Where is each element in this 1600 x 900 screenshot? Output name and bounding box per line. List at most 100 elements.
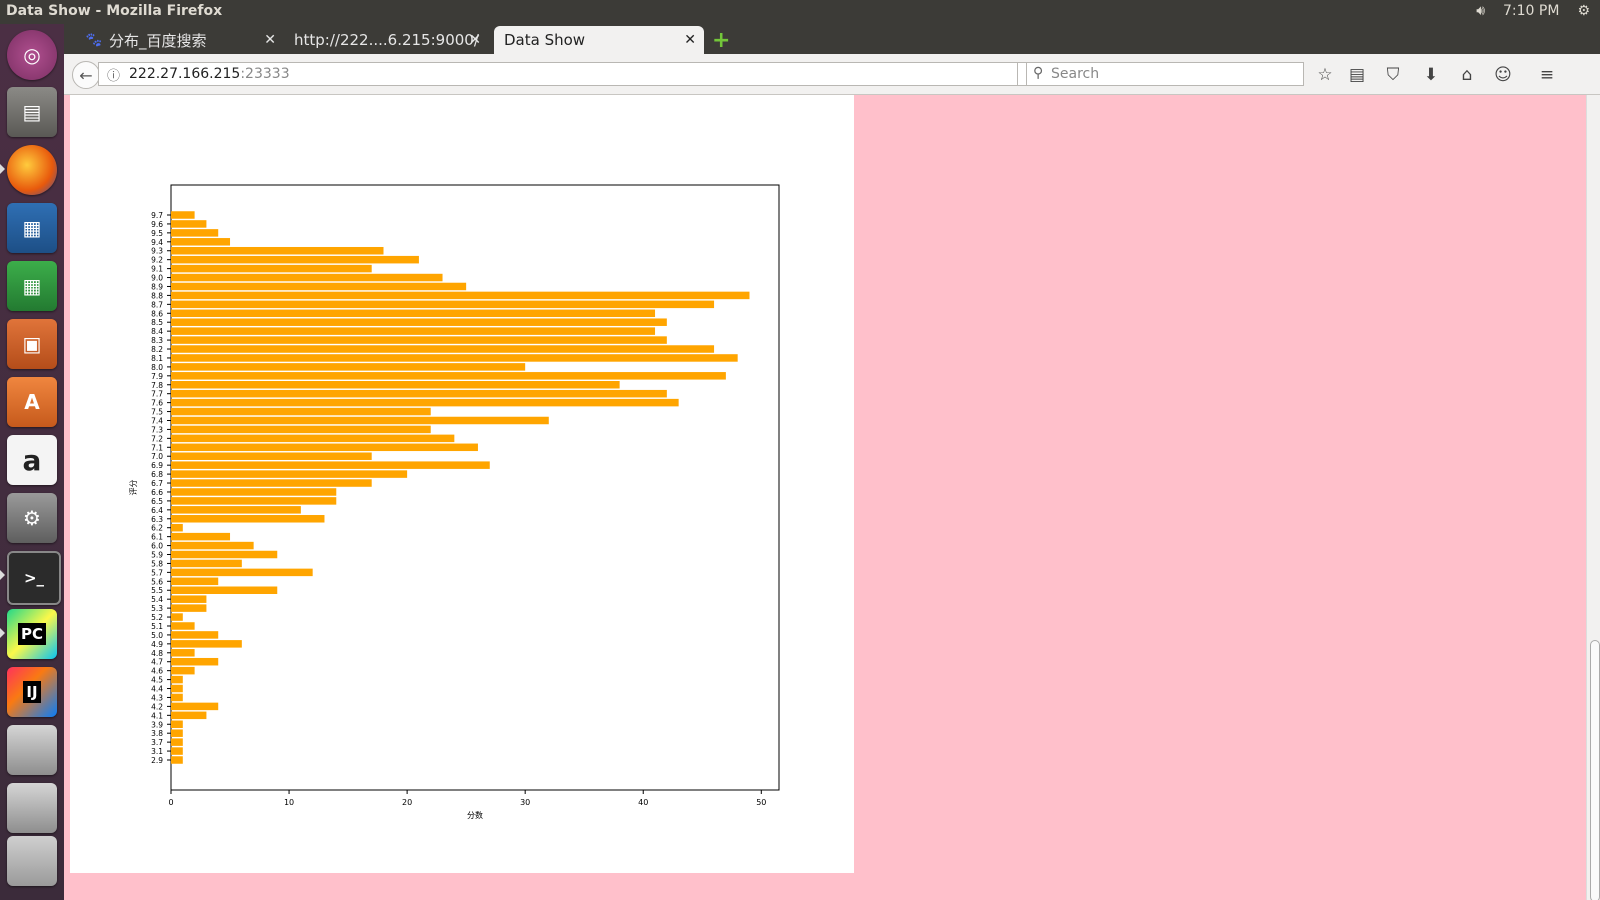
bar-chart: 2.93.13.73.83.94.14.24.34.44.54.64.74.84…: [129, 184, 780, 820]
system-settings-icon[interactable]: ⚙: [7, 493, 57, 543]
volume-icon[interactable]: 🔊︎: [1476, 3, 1486, 19]
y-tick-label: 8.8: [151, 291, 163, 300]
x-tick-label: 10: [284, 798, 294, 807]
trash-icon[interactable]: [7, 836, 57, 886]
y-tick-label: 7.6: [151, 399, 163, 408]
y-tick-label: 8.1: [151, 354, 163, 363]
y-tick-label: 6.6: [151, 488, 163, 497]
software-center-icon[interactable]: A: [7, 377, 57, 427]
window-title: Data Show - Mozilla Firefox: [6, 3, 223, 19]
y-tick-label: 8.2: [151, 345, 163, 354]
y-tick-label: 4.1: [151, 711, 163, 720]
chart-bar: [171, 532, 231, 541]
y-tick-label: 4.2: [151, 702, 163, 711]
y-tick-label: 6.3: [151, 515, 163, 524]
clock[interactable]: 7:10 PM: [1503, 3, 1560, 19]
chart-bar: [171, 738, 183, 746]
y-tick-label: 7.2: [151, 434, 163, 443]
pycharm-icon[interactable]: PC: [7, 609, 57, 659]
y-tick-label: 8.7: [151, 300, 163, 309]
amazon-icon[interactable]: a: [7, 435, 57, 485]
chart-bar: [171, 604, 207, 612]
chart-bar: [171, 246, 384, 255]
chart-bar: [171, 666, 195, 675]
menu-icon[interactable]: ≡: [1539, 65, 1555, 85]
bookmark-star-icon[interactable]: ☆: [1317, 65, 1333, 85]
x-tick-label: 40: [638, 798, 648, 807]
chart-bar: [171, 211, 195, 219]
chart-bar: [171, 327, 656, 335]
scrollbar-thumb[interactable]: [1590, 640, 1600, 900]
close-tab-icon[interactable]: ✕: [264, 32, 276, 48]
y-tick-label: 8.9: [151, 282, 163, 291]
x-tick-label: 50: [756, 798, 766, 807]
y-tick-label: 8.4: [151, 327, 163, 336]
pocket-icon[interactable]: ⛉: [1386, 65, 1400, 85]
firefox-icon[interactable]: [7, 145, 57, 195]
y-tick-label: 5.5: [151, 586, 163, 595]
chart-bar: [171, 506, 301, 514]
running-indicator: [0, 164, 5, 174]
info-icon[interactable]: ⓘ: [107, 69, 121, 84]
chart-bar: [171, 461, 490, 469]
y-tick-label: 9.7: [151, 211, 163, 220]
tab-label: 分布_百度搜索: [109, 31, 207, 50]
scrollbar[interactable]: [1586, 95, 1600, 900]
chart-bar: [171, 416, 549, 425]
search-input[interactable]: ⚲ Search: [1026, 62, 1304, 86]
chart-bar: [171, 363, 526, 371]
y-tick-label: 9.2: [151, 256, 163, 265]
download-icon[interactable]: ⬇: [1423, 65, 1439, 85]
disk-icon[interactable]: [7, 783, 57, 833]
chat-icon[interactable]: ☺: [1494, 65, 1512, 85]
close-tab-icon[interactable]: ✕: [469, 32, 481, 48]
tab-label: http://222....6.215:9000/: [294, 31, 479, 49]
y-tick-label: 5.3: [151, 604, 163, 613]
chart-bar: [171, 523, 183, 532]
y-tick-label: 3.1: [151, 747, 163, 756]
chart-bar: [171, 318, 667, 326]
chart-bar: [171, 559, 242, 568]
intellij-icon[interactable]: IJ: [7, 667, 57, 717]
impress-icon[interactable]: ▣: [7, 319, 57, 369]
y-tick-label: 4.7: [151, 658, 163, 667]
running-indicator: [0, 628, 5, 638]
chart-bar: [171, 443, 478, 452]
library-icon[interactable]: ▤: [1348, 65, 1366, 85]
y-tick-label: 8.5: [151, 318, 163, 327]
gear-icon[interactable]: ⚙: [1577, 3, 1590, 19]
disk-icon[interactable]: [7, 725, 57, 775]
y-tick-label: 3.9: [151, 720, 163, 729]
chart-bar: [171, 631, 219, 639]
y-tick-label: 4.6: [151, 667, 163, 676]
url-bar[interactable]: ⓘ 222.27.166.215:23333: [98, 62, 1018, 86]
chart-bar: [171, 255, 419, 264]
y-tick-label: 5.1: [151, 622, 163, 631]
y-tick-label: 5.7: [151, 568, 163, 577]
chart-bar: [171, 479, 372, 487]
close-tab-icon[interactable]: ✕: [684, 32, 696, 48]
chart-bar: [171, 309, 656, 318]
tab-data-show[interactable]: Data Show ✕: [494, 26, 704, 54]
nav-bar: ← ⓘ 222.27.166.215:23333 ↻ ⚲ Search ☆ ▤ …: [64, 54, 1600, 95]
back-arrow-icon[interactable]: ←: [72, 61, 100, 89]
ubuntu-dash-icon[interactable]: ◎: [7, 30, 57, 80]
tab-baidu[interactable]: 🐾︎ 分布_百度搜索 ✕: [74, 26, 284, 54]
y-tick-label: 6.4: [151, 506, 163, 515]
tab-label: Data Show: [504, 31, 586, 49]
chart-bar: [171, 613, 183, 621]
new-tab-icon[interactable]: +: [712, 28, 731, 53]
home-icon[interactable]: ⌂: [1461, 65, 1473, 85]
system-title-bar: Data Show - Mozilla Firefox 🔊︎ 7:10 PM ⚙: [0, 0, 1600, 24]
writer-icon[interactable]: ▦: [7, 203, 57, 253]
chart-bar: [171, 497, 337, 505]
tab-9000[interactable]: http://222....6.215:9000/ ✕: [284, 26, 489, 54]
search-icon: ⚲: [1033, 65, 1044, 81]
y-tick-label: 9.3: [151, 247, 163, 256]
calc-icon[interactable]: ▦: [7, 261, 57, 311]
files-icon[interactable]: ▤: [7, 87, 57, 137]
terminal-icon[interactable]: >_: [7, 551, 61, 605]
y-tick-label: 6.9: [151, 461, 163, 470]
y-tick-label: 5.6: [151, 577, 163, 586]
y-tick-label: 8.0: [151, 363, 163, 372]
